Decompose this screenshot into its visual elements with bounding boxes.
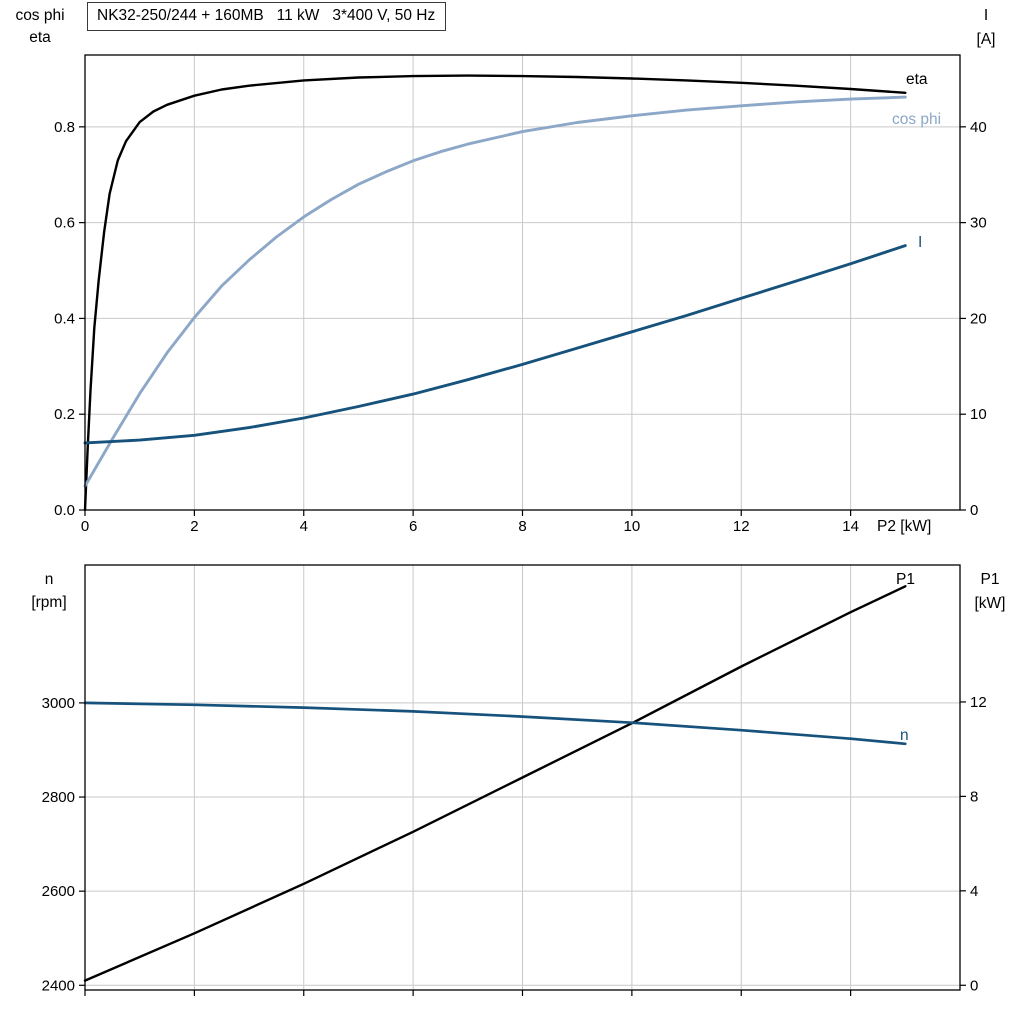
- y-right-axis-name: P1: [981, 571, 1000, 588]
- x-tick-label: 12: [733, 518, 750, 535]
- y-left-tick-label: 2600: [42, 883, 75, 900]
- y-left-tick-label: 0.4: [54, 310, 75, 327]
- series-label-eta: eta: [906, 71, 928, 88]
- y-left-axis-name: cos phi: [15, 7, 64, 24]
- y-right-tick-label: 10: [970, 406, 987, 423]
- y-left-axis-name: eta: [29, 29, 51, 46]
- series-cos-phi: [83, 95, 907, 488]
- y-right-tick-label: 0: [970, 502, 978, 519]
- y-left-tick-label: 3000: [42, 695, 75, 712]
- y-left-tick-label: 2800: [42, 789, 75, 806]
- x-tick-label: 10: [624, 518, 641, 535]
- y-right-tick-label: 40: [970, 119, 987, 136]
- y-right-axis-name: I: [984, 7, 988, 24]
- x-tick-label: 4: [300, 518, 308, 535]
- series-p1: [83, 585, 907, 982]
- x-tick-label: 6: [409, 518, 417, 535]
- series-label-n: n: [900, 727, 909, 744]
- series-label-cos-phi: cos phi: [892, 111, 941, 128]
- y-right-tick-label: 20: [970, 310, 987, 327]
- y-right-tick-label: 0: [970, 977, 978, 994]
- y-left-tick-label: 2400: [42, 977, 75, 994]
- y-left-tick-label: 0.0: [54, 502, 75, 519]
- series-eta: [83, 74, 907, 512]
- y-right-tick-label: 12: [970, 694, 987, 711]
- plot-frame: [84, 54, 961, 511]
- series-i: [83, 244, 907, 445]
- y-left-tick-label: 0.2: [54, 406, 75, 423]
- y-left-axis-name: n: [45, 571, 54, 588]
- y-left-tick-label: 0.6: [54, 215, 75, 232]
- y-right-tick-label: 8: [970, 788, 978, 805]
- y-left-axis-name: [rpm]: [31, 594, 66, 611]
- series-label-p1: P1: [896, 571, 915, 588]
- plot-frame: [84, 564, 961, 991]
- upper-chart: 0 2 4 6 8 10 12 14 P2 [kW] 0.0 0.2 0.4 0.6 0.8 0 10 20 30…: [15, 7, 995, 535]
- series-label-i: I: [918, 234, 922, 251]
- x-tick-label: 8: [518, 518, 526, 535]
- series-n: [83, 701, 907, 746]
- x-axis-name: P2 [kW]: [877, 518, 931, 535]
- y-right-axis-name: [kW]: [975, 595, 1006, 612]
- lower-chart: 2400 2600 2800 3000 0 4 8 12 P1 n n [rpm] P1 [kW]: [31, 564, 1006, 996]
- x-tick-label: 0: [81, 518, 89, 535]
- y-left-tick-label: 0.8: [54, 119, 75, 136]
- x-tick-label: 14: [842, 518, 859, 535]
- y-right-axis-name: [A]: [977, 31, 996, 48]
- chart-title-box: NK32-250/244 + 160MB 11 kW 3*400 V, 50 H…: [87, 2, 447, 31]
- x-tick-label: 2: [190, 518, 198, 535]
- y-right-tick-label: 30: [970, 215, 987, 232]
- y-right-tick-label: 4: [970, 883, 978, 900]
